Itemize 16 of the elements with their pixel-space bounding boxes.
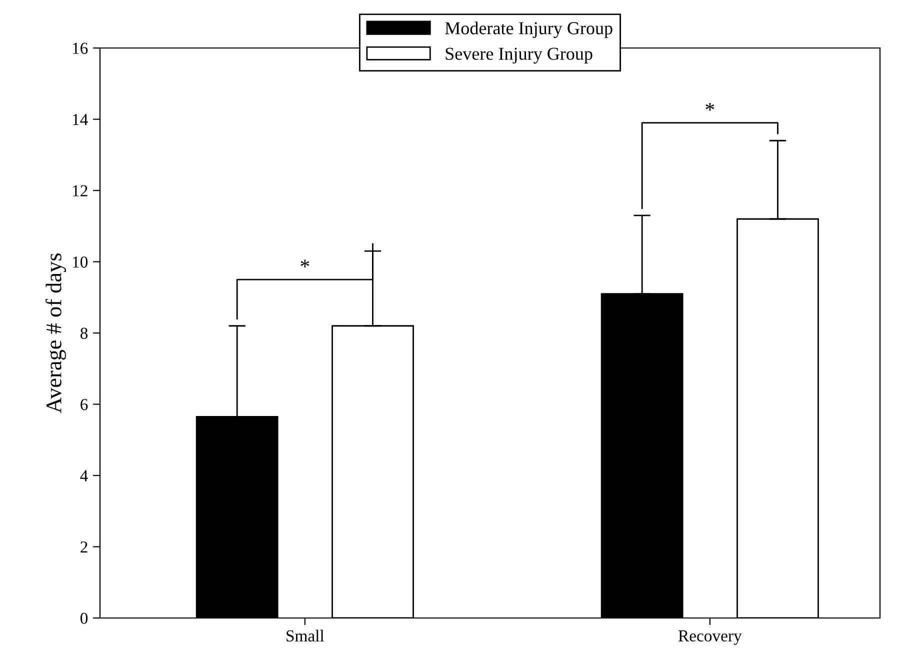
x-tick-label: Recovery — [678, 630, 742, 645]
y-tick-label: 14 — [72, 114, 88, 126]
y-tick-label: 8 — [80, 328, 88, 339]
annotation: * — [706, 102, 714, 111]
y-tick-label: 0 — [80, 612, 88, 624]
legend-label: Moderate Injury Group — [445, 22, 612, 38]
y-tick-label: 16 — [72, 42, 88, 54]
y-tick-label: 4 — [80, 470, 88, 482]
y-tick-label: 12 — [72, 185, 88, 196]
y-axis-title: Average # of days — [46, 253, 66, 414]
x-tick-label: Small — [286, 630, 324, 642]
legend-label: Severe Injury Group — [446, 48, 592, 64]
y-tick-label: 2 — [80, 541, 88, 553]
y-tick-label: 6 — [80, 398, 88, 410]
y-tick-label: 10 — [72, 256, 88, 268]
annotation: * — [300, 260, 310, 268]
